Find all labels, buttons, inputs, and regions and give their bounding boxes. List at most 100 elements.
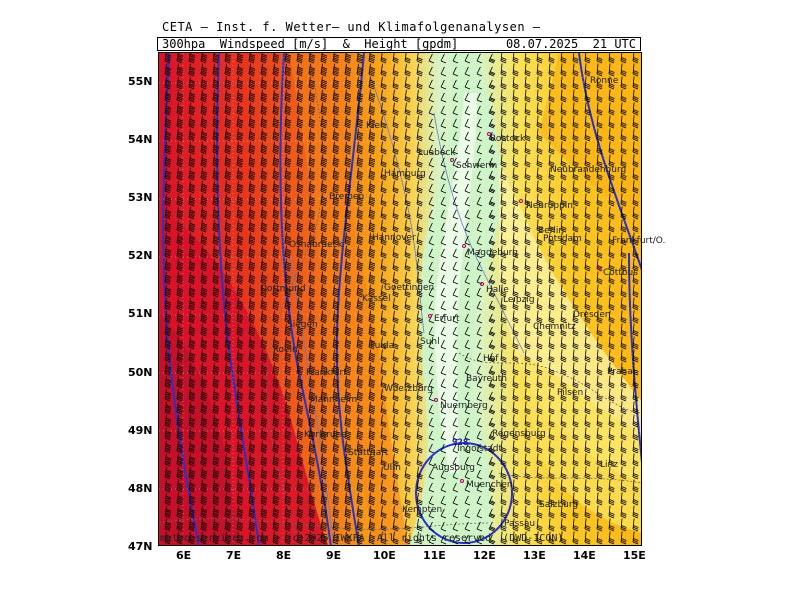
wind-barb: [548, 414, 555, 428]
wind-barb: [248, 349, 256, 363]
wind-barb: [584, 102, 591, 116]
wind-barb: [200, 245, 208, 259]
wind-barb: [572, 167, 579, 181]
wind-barb: [308, 154, 316, 168]
wind-barb: [404, 388, 411, 402]
wind-barb: [572, 414, 579, 428]
wind-barb: [620, 323, 627, 337]
wind-barb: [332, 89, 340, 103]
lat-label: 55N: [128, 75, 153, 88]
wind-barb: [536, 141, 543, 155]
wind-barb: [404, 102, 411, 116]
wind-barb: [284, 323, 292, 337]
wind-barb: [620, 362, 627, 376]
wind-barb: [464, 456, 471, 467]
wind-barb: [308, 323, 316, 337]
wind-barb: [536, 362, 543, 376]
wind-barb: [296, 245, 304, 259]
wind-barb: [200, 323, 208, 337]
wind-barb: [200, 531, 208, 545]
wind-barb: [500, 284, 507, 298]
wind-barb: [248, 362, 256, 376]
wind-barb: [512, 531, 519, 545]
wind-barb: [260, 102, 268, 116]
wind-barb: [428, 430, 435, 441]
wind-barb: [416, 89, 423, 103]
wind-barb: [476, 313, 483, 324]
wind-barb: [248, 232, 256, 246]
wind-barb: [464, 339, 471, 350]
wind-barb: [608, 102, 615, 116]
wind-barb: [380, 193, 387, 207]
wind-barb: [584, 531, 591, 545]
wind-barb: [260, 310, 268, 324]
wind-barb: [380, 414, 387, 428]
wind-barb: [368, 375, 376, 389]
wind-barb: [164, 388, 172, 402]
city-label: Augsburg: [432, 463, 475, 473]
wind-barb: [236, 349, 244, 363]
wind-barb: [584, 128, 591, 142]
wind-barb: [404, 258, 411, 272]
wind-barb: [404, 284, 411, 298]
wind-barb: [620, 492, 627, 506]
wind-barb: [320, 219, 328, 233]
wind-barb: [212, 271, 220, 285]
wind-barb: [536, 401, 543, 415]
wind-barb: [464, 79, 471, 90]
wind-barb: [452, 79, 459, 90]
wind-barb: [188, 440, 196, 454]
wind-barb: [404, 154, 411, 168]
wind-barb: [488, 248, 496, 259]
wind-barb: [452, 352, 459, 363]
wind-barb: [368, 518, 376, 532]
wind-barb: [488, 508, 496, 519]
wind-barb: [392, 141, 399, 155]
wind-barb: [380, 167, 387, 181]
wind-barb: [536, 466, 543, 480]
wind-barb: [548, 401, 555, 415]
wind-barb: [452, 495, 459, 506]
wind-barb: [296, 53, 304, 64]
wind-barb: [440, 209, 447, 220]
wind-barb: [548, 284, 555, 298]
wind-barb: [248, 518, 256, 532]
wind-barb: [596, 76, 603, 90]
wind-barb: [476, 261, 483, 272]
city-label: Fulda: [370, 341, 395, 351]
wind-barb: [584, 154, 591, 168]
wind-barb: [272, 141, 280, 155]
wind-barb: [164, 453, 172, 467]
wind-barb: [608, 427, 615, 441]
wind-barb: [620, 349, 627, 363]
wind-barb: [392, 336, 399, 350]
wind-barb: [248, 336, 256, 350]
wind-barb: [308, 89, 316, 103]
wind-barb: [560, 323, 567, 337]
wind-barb: [608, 271, 615, 285]
wind-barb: [572, 232, 579, 246]
wind-barb: [620, 505, 627, 519]
wind-barb: [536, 167, 543, 181]
wind-barb: [548, 466, 555, 480]
wind-barb: [212, 167, 220, 181]
wind-barb: [260, 271, 268, 285]
wind-barb: [596, 258, 603, 272]
wind-barb: [632, 180, 639, 194]
wind-barb: [560, 505, 567, 519]
wind-barb: [212, 492, 220, 506]
wind-barb: [320, 310, 328, 324]
wind-barb: [584, 63, 591, 77]
wind-barb: [560, 271, 567, 285]
wind-barb: [512, 401, 519, 415]
wind-barb: [260, 427, 268, 441]
wind-barb: [380, 479, 387, 493]
wind-barb: [560, 466, 567, 480]
wind-barb: [560, 492, 567, 506]
wind-barb: [356, 323, 364, 337]
wind-barb: [236, 479, 244, 493]
wind-barb: [572, 505, 579, 519]
wind-barb: [620, 284, 627, 298]
wind-barb: [536, 518, 543, 532]
wind-barb: [176, 388, 184, 402]
